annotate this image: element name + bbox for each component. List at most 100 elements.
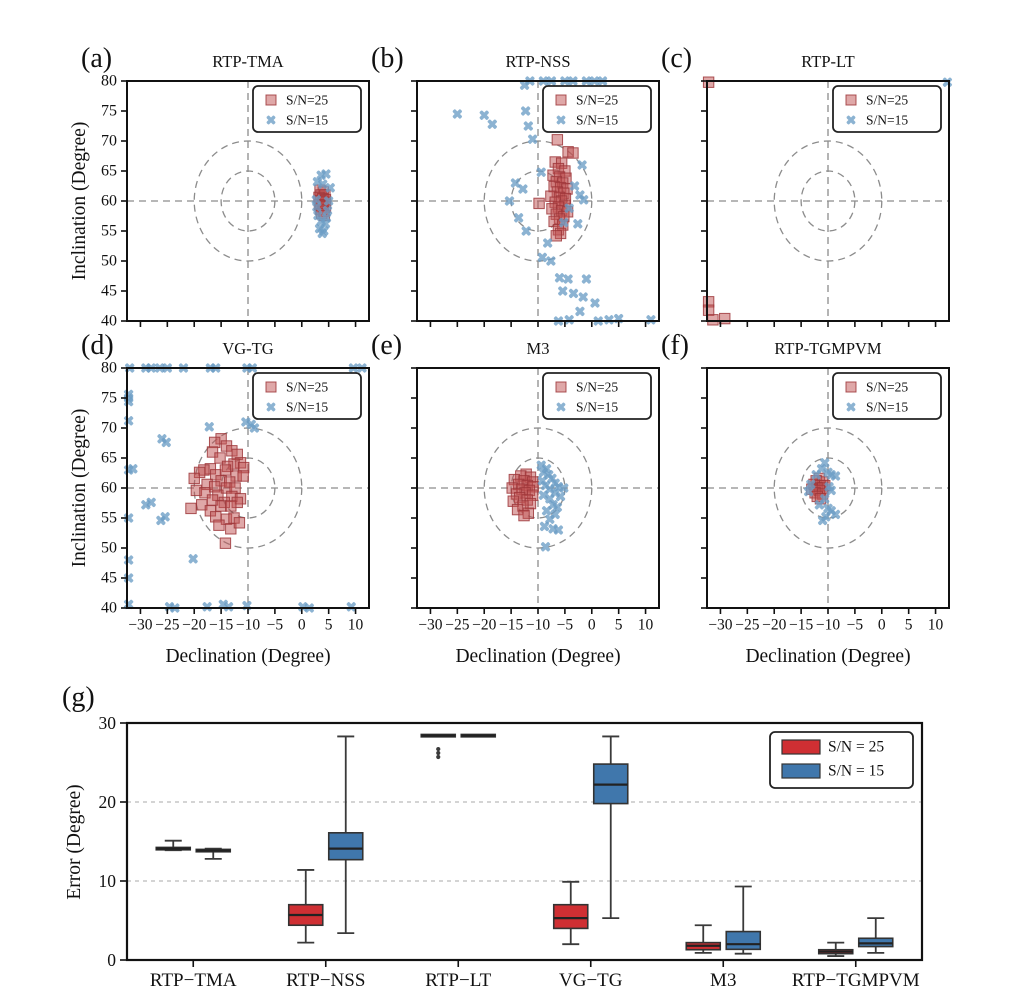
panel-letter-f: (f) bbox=[661, 330, 689, 361]
panel-title-rtp-tgmpvm: RTP-TGMPVM bbox=[774, 339, 882, 358]
legend-label-sn25: S/N=25 bbox=[866, 93, 908, 108]
legend-label-sn15: S/N=15 bbox=[286, 113, 328, 128]
data-point-x bbox=[559, 217, 569, 228]
panel-letter-e: (e) bbox=[371, 330, 403, 361]
x-tick-label: 10 bbox=[348, 616, 364, 633]
tolerance-circle bbox=[773, 427, 883, 549]
y-tick-label: 60 bbox=[101, 193, 117, 210]
data-point-x bbox=[803, 486, 814, 497]
data-point-x bbox=[553, 525, 564, 535]
legend-patch-sn15 bbox=[781, 763, 821, 779]
data-point-square bbox=[219, 537, 232, 549]
y-tick-label: 40 bbox=[101, 600, 117, 617]
data-point-x bbox=[578, 292, 588, 302]
legend-label-sn15: S/N=15 bbox=[286, 400, 328, 415]
data-point-x bbox=[521, 226, 531, 236]
scatter-panel-rtp-tgmpvm: (f) RTP-TGMPVM Declination (Degree) S/N=… bbox=[661, 330, 950, 667]
data-point-square bbox=[233, 517, 246, 529]
scatter-panel-rtp-nss: (b) RTP-NSS S/N=25 S/N=15 bbox=[371, 43, 660, 327]
data-point-x bbox=[218, 599, 228, 610]
legend-marker-sn25 bbox=[555, 94, 567, 106]
legend-marker-sn15 bbox=[266, 115, 276, 125]
legend-marker-sn25 bbox=[265, 94, 277, 106]
box-rect bbox=[552, 903, 589, 930]
panel-letter-g: (g) bbox=[62, 682, 95, 713]
data-point-x bbox=[538, 467, 549, 478]
category-label: RTP−LT bbox=[425, 970, 491, 991]
series-sn15 bbox=[536, 460, 569, 552]
data-point-x bbox=[554, 273, 565, 283]
outlier-dot bbox=[436, 750, 441, 756]
data-point-x bbox=[223, 602, 234, 612]
legend-label-sn25: S/N=25 bbox=[576, 93, 618, 108]
data-point-square bbox=[188, 472, 200, 485]
data-point-x bbox=[814, 500, 825, 510]
legend-patch-sn25 bbox=[781, 739, 821, 755]
x-tick-label: 5 bbox=[325, 616, 333, 633]
legend-label-sn15: S/N=15 bbox=[576, 113, 618, 128]
x-tick-label: 0 bbox=[878, 616, 886, 633]
series-sn25 bbox=[506, 468, 539, 522]
data-point-square bbox=[213, 519, 225, 531]
panel-title-rtp-tma: RTP-TMA bbox=[212, 52, 284, 71]
scatter-plot-m3: S/N=25 S/N=15 −30 −25 −20 −15 −10 −5 0 5 10 bbox=[411, 367, 660, 633]
tolerance-circle bbox=[483, 427, 593, 549]
x-tick-label: −30 bbox=[128, 616, 152, 633]
data-point-x bbox=[575, 306, 585, 317]
legend-label-sn25: S/N=25 bbox=[286, 93, 328, 108]
y-tick-label: 55 bbox=[101, 223, 117, 240]
data-point-x bbox=[536, 167, 546, 177]
data-point-x bbox=[161, 437, 171, 448]
scatter-panel-rtp-lt: (c) RTP-LT S/N=25 S/N=15 bbox=[661, 43, 953, 327]
legend: S/N = 25 S/N = 15 bbox=[769, 731, 914, 789]
data-point-x bbox=[573, 219, 583, 229]
outlier-dot bbox=[436, 746, 441, 752]
y-tick-label: 60 bbox=[101, 480, 117, 497]
data-point-x bbox=[325, 183, 335, 193]
legend: S/N=25 S/N=15 bbox=[252, 85, 362, 133]
data-point-x bbox=[452, 109, 463, 119]
data-point-square bbox=[237, 470, 249, 482]
data-point-square bbox=[225, 523, 237, 535]
legend-marker-sn25 bbox=[555, 381, 567, 393]
data-point-x bbox=[527, 134, 538, 144]
data-point-x bbox=[479, 110, 489, 120]
y-tick-label: 45 bbox=[101, 283, 117, 300]
data-point-x bbox=[321, 169, 331, 179]
tolerance-circle bbox=[193, 140, 303, 262]
data-point-x bbox=[322, 205, 333, 216]
data-point-x bbox=[820, 458, 830, 468]
data-point-x bbox=[646, 315, 656, 325]
data-point-x bbox=[541, 506, 552, 516]
legend-box bbox=[252, 85, 362, 133]
data-point-x bbox=[830, 509, 841, 520]
y-tick-label: 20 bbox=[99, 792, 117, 812]
data-point-x bbox=[581, 274, 592, 284]
x-axis-label-declination: Declination (Degree) bbox=[455, 646, 621, 667]
data-point-x bbox=[564, 203, 574, 213]
legend-marker-sn15 bbox=[846, 402, 856, 412]
x-tick-label: −25 bbox=[445, 616, 469, 633]
data-point-x bbox=[545, 494, 555, 504]
data-point-x bbox=[313, 210, 323, 221]
data-point-x bbox=[545, 514, 555, 524]
legend-label-sn15: S/N = 15 bbox=[828, 763, 884, 780]
panel-letter-d: (d) bbox=[81, 330, 114, 361]
data-point-x bbox=[520, 106, 531, 116]
legend-box bbox=[252, 372, 362, 420]
y-tick-label: 0 bbox=[107, 950, 116, 970]
data-point-square bbox=[550, 230, 562, 242]
y-tick-label: 75 bbox=[101, 390, 117, 407]
legend-label-sn25: S/N = 25 bbox=[828, 739, 884, 756]
legend-box bbox=[542, 85, 652, 133]
data-point-x bbox=[317, 228, 327, 239]
data-point-square bbox=[707, 314, 719, 326]
data-point-x bbox=[826, 485, 836, 496]
data-point-square bbox=[719, 312, 731, 325]
data-point-square bbox=[208, 436, 221, 449]
data-point-square bbox=[219, 464, 232, 476]
y-tick-label: 80 bbox=[101, 360, 117, 377]
x-tick-label: −25 bbox=[155, 616, 179, 633]
tolerance-circle bbox=[483, 140, 593, 262]
data-point-x bbox=[311, 195, 321, 205]
